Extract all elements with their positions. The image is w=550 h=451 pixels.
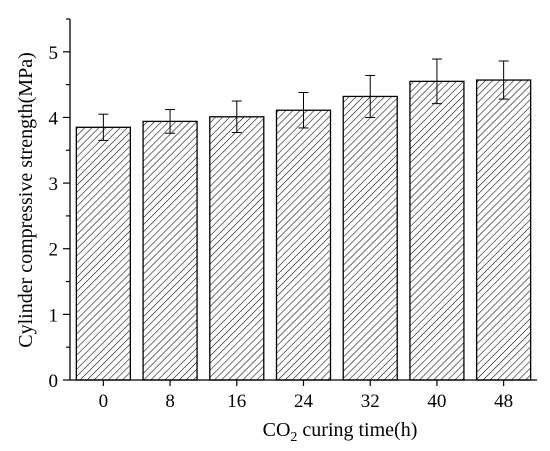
x-tick-label: 32 [361,391,380,412]
x-tick-label: 40 [427,391,446,412]
x-axis-title: CO2 curing time(h) [263,419,418,445]
x-tick-label: 0 [99,391,109,412]
bar [275,109,332,381]
x-axis-title-prefix: CO [263,419,291,441]
bar [342,95,398,381]
y-tick-label: 1 [49,305,59,326]
y-tick-label: 5 [49,43,59,64]
x-tick-label: 16 [227,391,246,412]
y-tick-label: 4 [49,108,59,129]
x-tick-label: 48 [494,391,513,412]
y-axis-title: Cylinder compressive strength(MPa) [15,52,37,348]
bar [409,80,465,381]
plot-area: 0 8 16 24 32 40 48 0 1 2 3 4 5 [49,18,537,412]
y-tick-label: 0 [49,371,59,392]
x-axis-title-suffix: curing time(h) [297,419,417,441]
y-tick-label: 2 [49,240,59,261]
bar [75,126,132,381]
x-tick-label: 8 [165,391,175,412]
x-axis-title-subscript: 2 [290,430,297,445]
x-tick-label: 24 [294,391,314,412]
bar [475,79,532,381]
y-tick-label: 3 [49,174,59,195]
bar [142,120,198,381]
bar [209,116,265,381]
